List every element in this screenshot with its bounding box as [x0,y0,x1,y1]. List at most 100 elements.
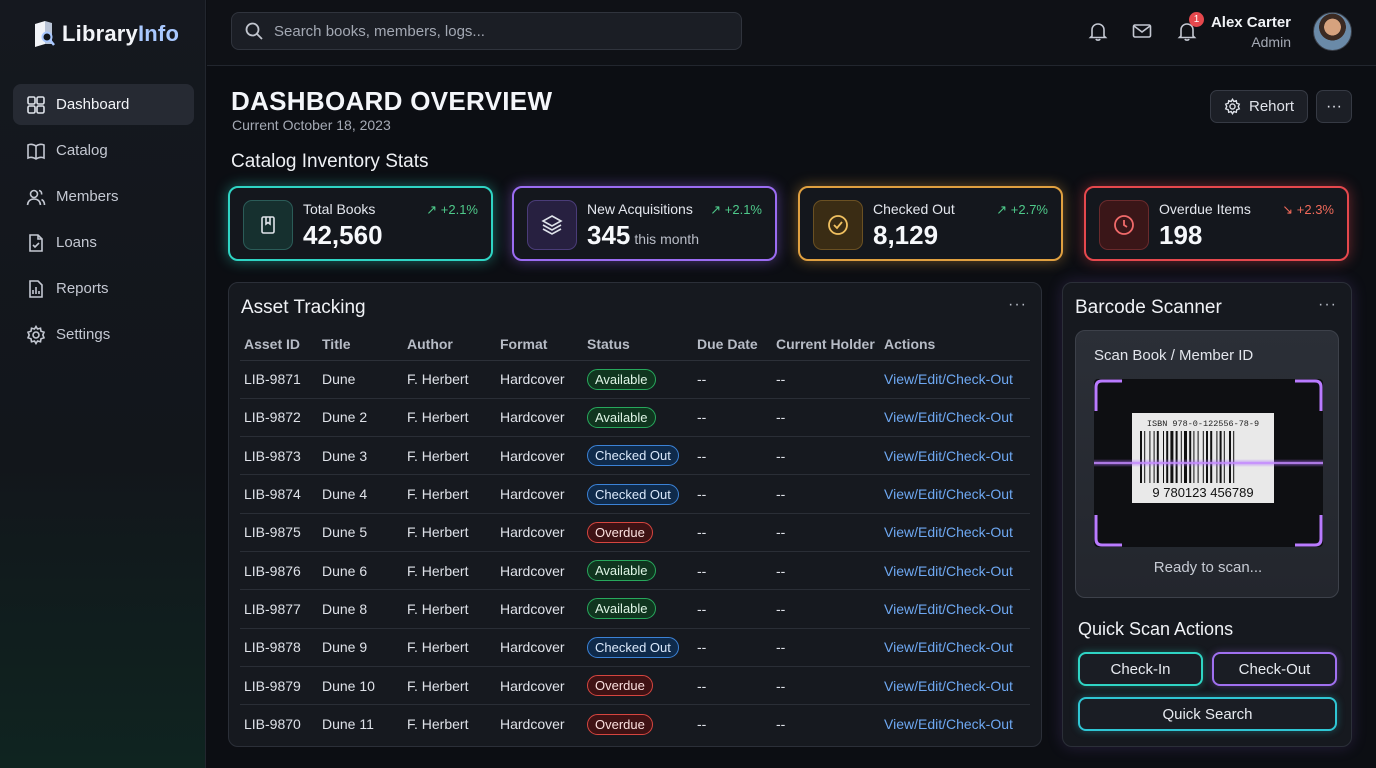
column-header-current-holder[interactable]: Current Holder [772,328,880,361]
sidebar-item-label: Loans [56,234,97,251]
asset-tracking-more-button[interactable]: ··· [1008,296,1027,313]
table-row[interactable]: LIB-9877 Dune 8 F. Herbert Hardcover Availab… [240,589,1030,629]
table-row[interactable]: LIB-9876 Dune 6 F. Herbert Hardcover Availab… [240,551,1030,591]
stat-card-checked-out[interactable]: Checked Out 8,129 ↗ +2.7% [798,186,1063,261]
column-header-title[interactable]: Title [318,328,403,361]
sidebar-item-settings[interactable]: Settings [13,314,194,355]
book-icon [27,143,45,160]
status-cell: Checked Out [583,628,693,667]
title-cell: Dune 2 [318,398,403,438]
more-options-button[interactable]: ··· [1316,90,1352,123]
stat-trend: ↗ +2.1% [710,202,762,217]
holder-cell: -- [772,474,880,514]
holder-cell: -- [772,628,880,667]
user-role: Admin [1251,34,1291,50]
barcode-bar [1197,431,1199,483]
scan-viewfinder: ISBN 978-0-122556-78-9 9 780123 456789 [1094,379,1323,547]
barcode-bar [1156,431,1159,483]
table-row[interactable]: LIB-9873 Dune 3 F. Herbert Hardcover Checked… [240,436,1030,476]
search-input[interactable] [274,22,714,40]
column-header-format[interactable]: Format [496,328,583,361]
row-action-link[interactable]: View/Edit/Check-Out [884,447,1013,464]
scan-status: Ready to scan... [1153,559,1263,576]
barcode-bar [1149,431,1151,483]
document-check-icon [29,233,43,252]
sidebar-item-members[interactable]: Members [13,176,194,217]
scanner-panel[interactable]: Scan Book / Member ID ISBN 978-0-122556-… [1075,330,1339,598]
column-header-status[interactable]: Status [583,328,693,361]
user-info[interactable]: Alex Carter Admin [1211,14,1291,50]
status-badge: Available [587,406,656,428]
clock-icon [1099,200,1149,250]
table-row[interactable]: LIB-9872 Dune 2 F. Herbert Hardcover Availab… [240,398,1030,438]
holder-cell: -- [772,398,880,438]
author-cell: F. Herbert [403,398,496,438]
stat-label: New Acquisitions [587,201,693,217]
column-header-asset-id[interactable]: Asset ID [240,328,318,361]
row-action-link[interactable]: View/Edit/Check-Out [884,486,1013,503]
due-date-cell: -- [693,360,772,399]
quick-search-button[interactable]: Quick Search [1078,697,1337,731]
row-action-link[interactable]: View/Edit/Check-Out [884,371,1013,388]
stat-label: Total Books [303,201,376,217]
row-action-link[interactable]: View/Edit/Check-Out [884,677,1013,694]
table-row[interactable]: LIB-9870 Dune 11 F. Herbert Hardcover Overdu… [240,705,1030,743]
mail-icon[interactable] [1131,20,1153,42]
row-action-link[interactable]: View/Edit/Check-Out [884,562,1013,579]
format-cell: Hardcover [496,513,583,552]
actions-cell: View/Edit/Check-Out [880,551,1030,591]
asset-id-cell: LIB-9878 [240,628,318,667]
table-row[interactable]: LIB-9875 Dune 5 F. Herbert Hardcover Overdue… [240,513,1030,552]
notification-bell-icon[interactable] [1176,20,1198,42]
table-row[interactable]: LIB-9878 Dune 9 F. Herbert Hardcover Checked… [240,628,1030,667]
check-out-button[interactable]: Check-Out [1212,652,1337,686]
asset-id-cell: LIB-9879 [240,666,318,706]
row-action-link[interactable]: View/Edit/Check-Out [884,639,1013,656]
format-cell: Hardcover [496,551,583,591]
author-cell: F. Herbert [403,666,496,706]
sidebar-item-reports[interactable]: Reports [13,268,194,309]
stat-card-new-acquisitions[interactable]: New Acquisitions 345 this month ↗ +2.1% [512,186,777,261]
user-name: Alex Carter [1210,14,1291,31]
barcode-scanner-card: Barcode Scanner ··· Scan Book / Member I… [1062,282,1352,747]
asset-tracking-card: Asset Tracking ··· Asset ID Title Author… [228,282,1042,747]
sidebar-item-loans[interactable]: Loans [13,222,194,263]
report-button[interactable]: Rehort [1210,90,1308,123]
title-cell: Dune 9 [318,628,403,667]
barcode-bar [1153,431,1155,483]
scanner-title: Barcode Scanner [1075,297,1222,318]
scanner-more-button[interactable]: ··· [1318,296,1337,313]
table-row[interactable]: LIB-9871 Dune F. Herbert Hardcover Available… [240,360,1030,399]
page-title: DASHBOARD OVERVIEW [231,86,553,116]
status-badge: Overdue [587,713,653,735]
table-row[interactable]: LIB-9879 Dune 10 F. Herbert Hardcover Overdu… [240,666,1030,706]
status-badge: Checked Out [587,483,679,505]
row-action-link[interactable]: View/Edit/Check-Out [884,716,1013,733]
quick-scan-title: Quick Scan Actions [1078,619,1234,639]
sidebar-item-dashboard[interactable]: Dashboard [13,84,194,125]
app-logo[interactable]: LibraryInfo [32,20,179,48]
barcode-bar [1202,431,1204,483]
avatar[interactable] [1313,12,1352,51]
row-action-link[interactable]: View/Edit/Check-Out [884,600,1013,617]
search-box[interactable] [231,12,742,50]
asset-id-cell: LIB-9875 [240,513,318,552]
column-header-due-date[interactable]: Due Date [693,328,772,361]
title-cell: Dune 4 [318,474,403,514]
stat-card-total-books[interactable]: Total Books 42,560 ↗ +2.1% [228,186,493,261]
users-icon [26,189,46,205]
column-header-author[interactable]: Author [403,328,496,361]
stat-card-overdue-items[interactable]: Overdue Items 198 ↘ +2.3% [1084,186,1349,261]
row-action-link[interactable]: View/Edit/Check-Out [884,409,1013,426]
status-cell: Checked Out [583,436,693,476]
check-in-button[interactable]: Check-In [1078,652,1203,686]
holder-cell: -- [772,513,880,552]
sidebar-item-catalog[interactable]: Catalog [13,130,194,171]
stat-value: 345 this month [587,220,699,250]
stat-trend: ↗ +2.1% [426,202,478,217]
title-cell: Dune 6 [318,551,403,591]
barcode-bar [1170,431,1174,483]
bell-icon[interactable] [1087,20,1109,42]
table-row[interactable]: LIB-9874 Dune 4 F. Herbert Hardcover Checked… [240,474,1030,514]
row-action-link[interactable]: View/Edit/Check-Out [884,524,1013,541]
